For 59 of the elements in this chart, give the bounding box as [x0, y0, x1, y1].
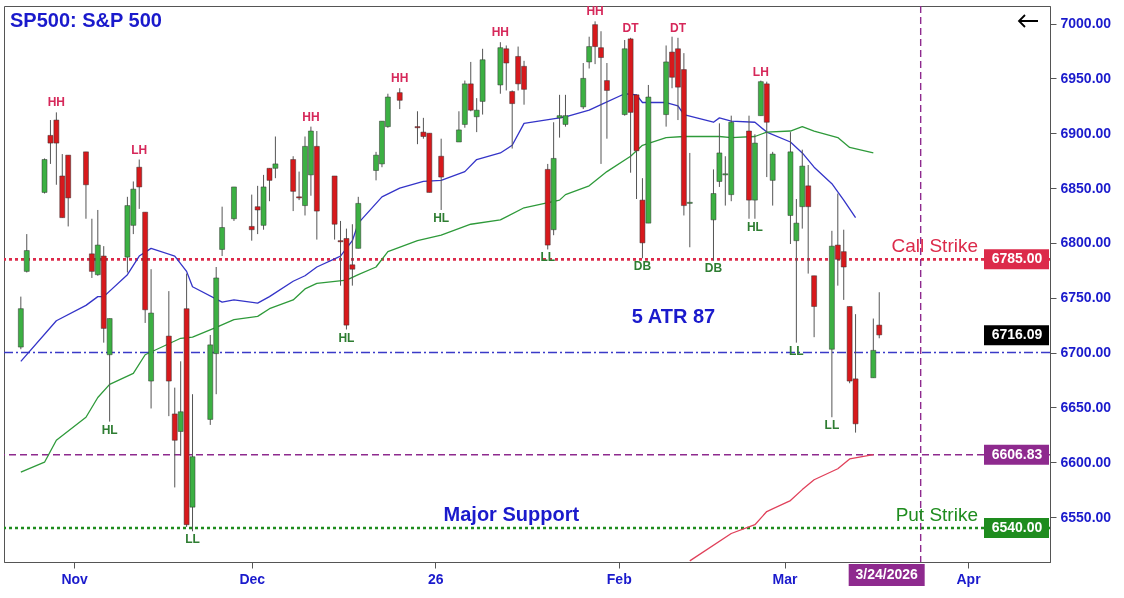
y-tick-label: 6750.00	[1060, 289, 1112, 306]
candlestick	[414, 110, 421, 145]
annotation: DB	[633, 259, 652, 274]
line-series	[689, 453, 874, 562]
candlestick	[438, 138, 444, 211]
annotation: Major Support	[443, 502, 580, 525]
candlestick	[136, 159, 142, 210]
line-series	[20, 125, 874, 473]
annotation: LL	[540, 250, 556, 265]
y-tick-label: 6800.00	[1060, 234, 1112, 251]
ref-line-label: Call Strike	[891, 235, 978, 257]
annotation: LL	[824, 418, 840, 433]
x-tick-label: Dec	[239, 570, 266, 587]
x-tick-label: Nov	[61, 570, 89, 587]
annotation: 5 ATR 87	[631, 305, 716, 328]
candlestick	[793, 198, 800, 344]
annotation: HH	[47, 95, 66, 110]
ref-line-label: 3/24/2026	[855, 566, 919, 582]
candlestick	[396, 87, 403, 110]
annotation: LH	[752, 64, 769, 79]
y-tick-label: 6900.00	[1060, 124, 1112, 141]
candlestick	[248, 194, 255, 242]
annotation: HH	[391, 71, 409, 86]
annotation: LH	[131, 142, 148, 157]
y-tick-label: 6850.00	[1060, 179, 1112, 196]
annotation: HL	[338, 330, 355, 345]
annotation: HH	[586, 4, 604, 19]
annotation: DT	[622, 20, 640, 35]
annotation: 6606.83	[991, 445, 1043, 462]
x-tick-label: Apr	[956, 570, 982, 587]
candlestick	[598, 30, 604, 165]
annotation: HL	[746, 219, 763, 234]
annotation: HL	[101, 422, 118, 437]
annotation: HL	[433, 210, 450, 225]
x-tick-label: Feb	[606, 570, 632, 587]
candlestick	[456, 110, 462, 143]
annotation: 6540.00	[991, 519, 1043, 535]
candlestick	[604, 62, 610, 140]
annotation: HH	[302, 109, 320, 124]
annotation: DT	[669, 20, 687, 35]
candlestick	[876, 291, 882, 339]
annotation: 6785.00	[991, 250, 1043, 267]
candlestick	[509, 89, 515, 150]
annotation: DB	[704, 261, 723, 276]
y-tick-label: 6650.00	[1060, 398, 1112, 415]
annotation: HH	[491, 25, 510, 40]
annotation: LL	[185, 532, 200, 547]
candlestick	[24, 233, 30, 273]
x-tick-label: 26	[427, 570, 444, 587]
y-tick-label: 6950.00	[1060, 69, 1112, 86]
annotation: 6716.09	[991, 326, 1043, 343]
x-tick-label: Mar	[772, 570, 799, 587]
y-tick-label: 6600.00	[1060, 453, 1112, 470]
ref-line-label: Put Strike	[895, 504, 978, 525]
y-tick-label: 6700.00	[1060, 344, 1112, 361]
y-tick-label: 6550.00	[1060, 508, 1112, 525]
y-tick-label: 7000.00	[1060, 15, 1112, 32]
chart-title: SP500: S&P 500	[10, 9, 162, 32]
candlestick	[219, 206, 225, 257]
